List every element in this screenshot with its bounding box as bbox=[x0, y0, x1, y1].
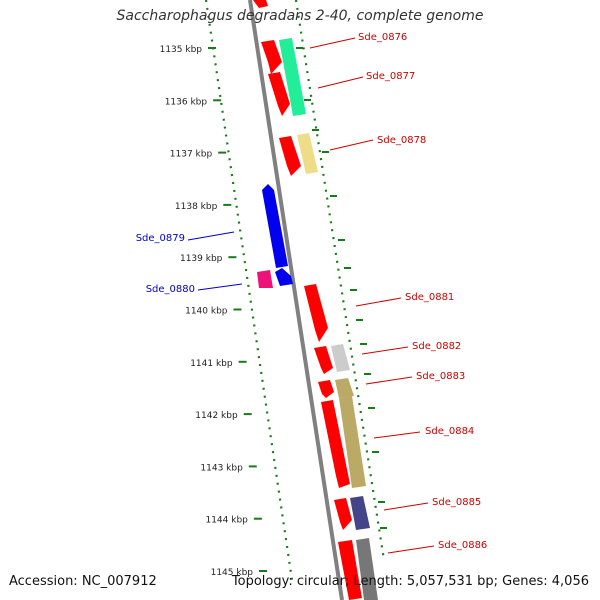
gene-label: Sde_0884 bbox=[425, 426, 474, 437]
gene-feature-block bbox=[279, 38, 306, 116]
gene-feature-block bbox=[318, 380, 334, 398]
gene-label: Sde_0883 bbox=[416, 371, 465, 382]
gene-feature-block bbox=[335, 378, 354, 398]
gene-feature-block bbox=[253, 0, 268, 8]
accession-text: Accession: NC_007912 bbox=[9, 574, 157, 589]
gene-feature-block bbox=[334, 498, 352, 530]
kbp-tick-label: 1141 kbp bbox=[190, 359, 233, 369]
gene-feature-block bbox=[262, 184, 288, 268]
gene-feature-block bbox=[321, 400, 350, 488]
gene-label: Sde_0879 bbox=[136, 233, 185, 244]
gene-label: Sde_0876 bbox=[358, 32, 407, 43]
gene-feature-block bbox=[257, 270, 273, 288]
gene-feature-block bbox=[356, 538, 378, 600]
gene-features bbox=[253, 0, 378, 600]
kbp-tick-label: 1139 kbp bbox=[180, 254, 223, 264]
gene-leader-line bbox=[355, 297, 402, 307]
kbp-tick-label: 1135 kbp bbox=[160, 45, 203, 55]
gene-label: Sde_0882 bbox=[412, 341, 461, 352]
kbp-tick-label: 1142 kbp bbox=[195, 411, 238, 421]
gene-leader-line bbox=[309, 37, 356, 49]
gene-feature-block bbox=[279, 136, 301, 176]
gene-label: Sde_0886 bbox=[438, 540, 487, 551]
gene-leader-line bbox=[387, 545, 435, 554]
kbp-tick-label: 1144 kbp bbox=[205, 516, 248, 526]
gene-labels: Sde_0876 Sde_0877 Sde_0878 Sde_0879 Sde_0880… bbox=[136, 32, 487, 554]
gene-leader-line bbox=[329, 139, 374, 151]
gene-feature-block bbox=[350, 496, 370, 530]
gene-label: Sde_0885 bbox=[432, 497, 481, 508]
gene-leader-line bbox=[187, 231, 235, 241]
left-dotted-line bbox=[204, 0, 294, 581]
gene-leader-line bbox=[383, 502, 429, 511]
gene-label: Sde_0881 bbox=[405, 292, 454, 303]
gene-label: Sde_0878 bbox=[377, 135, 426, 146]
genome-summary-text: Topology: circular; Length: 5,057,531 bp… bbox=[231, 574, 589, 589]
kbp-tick-label: 1143 kbp bbox=[200, 463, 243, 473]
gene-feature-block bbox=[331, 344, 350, 372]
gene-label: Sde_0880 bbox=[146, 284, 195, 295]
kbp-tick-label: 1140 kbp bbox=[185, 307, 228, 317]
gene-leader-line bbox=[361, 346, 409, 355]
gene-leader-line bbox=[365, 376, 413, 385]
gene-leader-line bbox=[197, 283, 243, 291]
gene-leader-line bbox=[317, 76, 364, 89]
gene-label: Sde_0877 bbox=[366, 71, 415, 82]
kbp-tick-label: 1136 kbp bbox=[165, 97, 208, 107]
genome-backbone bbox=[248, 0, 344, 600]
gene-feature-block bbox=[297, 133, 318, 174]
map-title: Saccharophagus degradans 2-40, complete … bbox=[116, 8, 484, 24]
gene-feature-block bbox=[275, 268, 293, 286]
right-dotted-line bbox=[294, 0, 386, 561]
gene-feature-block bbox=[314, 346, 333, 374]
kbp-tick-label: 1145 kbp bbox=[211, 568, 254, 578]
gene-feature-block bbox=[338, 540, 362, 600]
gene-feature-block bbox=[268, 72, 290, 116]
gene-feature-block bbox=[261, 40, 282, 74]
dotted-guide-lines bbox=[204, 0, 386, 581]
kbp-tick-label: 1137 kbp bbox=[170, 150, 213, 160]
gene-leader-line bbox=[373, 431, 421, 439]
gene-feature-block bbox=[304, 284, 328, 342]
kbp-tick-label: 1138 kbp bbox=[175, 202, 218, 212]
kbp-tick-layer: 1135 kbp 1136 kbp 1137 kbp 1138 kbp 1139 kbp… bbox=[160, 45, 387, 578]
gene-feature-block bbox=[339, 396, 366, 488]
